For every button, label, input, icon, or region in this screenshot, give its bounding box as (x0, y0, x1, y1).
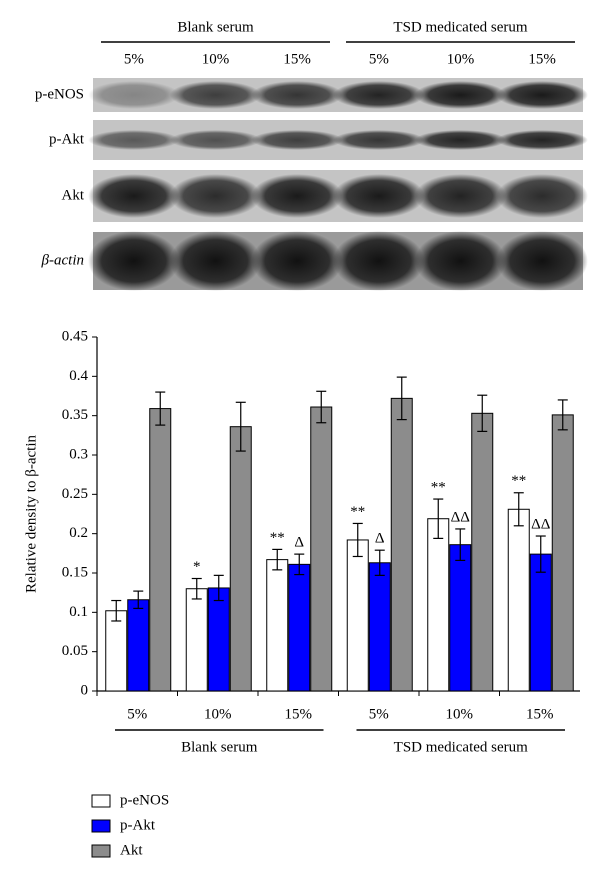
bar (507, 508, 530, 692)
y-tick-label: 0.45 (62, 328, 88, 344)
x-tick-label: 5% (127, 706, 147, 722)
y-tick-label: 0.4 (69, 368, 88, 384)
bar (551, 414, 574, 692)
significance-mark: ΔΔ (451, 509, 471, 525)
blot-band (251, 81, 343, 109)
blot-band (88, 130, 180, 150)
legend-swatch (91, 819, 111, 833)
bar (390, 397, 413, 692)
significance-mark: ** (511, 473, 526, 489)
x-tick-label: 5% (369, 706, 389, 722)
blot-band (414, 231, 507, 291)
blot-row-label: Akt (62, 187, 85, 203)
y-tick-label: 0.05 (62, 643, 88, 659)
bar (471, 412, 494, 692)
bar (449, 544, 472, 692)
significance-mark: ** (270, 530, 285, 546)
blot-lane-label: 10% (447, 51, 475, 67)
blot-band (333, 81, 425, 109)
blot-group-label: Blank serum (177, 19, 254, 35)
blot-band (169, 231, 262, 291)
bar (427, 518, 450, 692)
group-label: TSD medicated serum (394, 739, 528, 755)
bar (368, 562, 391, 692)
blot-band (251, 231, 343, 291)
blot-group-label: TSD medicated serum (393, 19, 527, 35)
significance-mark: * (193, 559, 201, 575)
blot-lane-label: 15% (283, 51, 311, 67)
blot-row-label: p-eNOS (35, 86, 84, 102)
blot-band (88, 231, 180, 291)
y-tick-label: 0.15 (62, 564, 88, 580)
blot-band (333, 130, 425, 150)
bar (207, 587, 230, 692)
bar (127, 599, 150, 692)
y-tick-label: 0 (81, 682, 89, 698)
blot-band (496, 81, 588, 109)
legend-swatch (91, 794, 111, 808)
blot-lane-label: 5% (124, 51, 144, 67)
y-axis-label: Relative density to β-actin (23, 435, 39, 594)
bar (229, 426, 252, 692)
bar (105, 610, 128, 692)
blot-band (251, 130, 343, 150)
significance-mark: ** (431, 479, 446, 495)
blot-band (496, 130, 588, 150)
y-tick-label: 0.1 (69, 604, 88, 620)
blot-band (414, 81, 507, 109)
blot-band (333, 174, 425, 218)
bar (310, 406, 333, 692)
blot-band (88, 81, 180, 109)
x-tick-label: 15% (285, 706, 313, 722)
bar (288, 563, 311, 692)
bar (529, 553, 552, 692)
bar (346, 539, 369, 692)
bar (266, 559, 289, 692)
blot-row-label: β-actin (41, 252, 84, 268)
significance-mark: ** (350, 504, 365, 520)
group-label: Blank serum (181, 739, 258, 755)
y-tick-label: 0.35 (62, 407, 88, 423)
blot-band (496, 231, 588, 291)
y-tick-label: 0.3 (69, 446, 88, 462)
y-tick-label: 0.25 (62, 486, 88, 502)
legend-label: Akt (120, 842, 143, 858)
significance-mark: Δ (294, 535, 304, 551)
blot-lane-label: 5% (369, 51, 389, 67)
blot-band (169, 174, 262, 218)
legend-label: p-Akt (120, 817, 156, 833)
x-tick-label: 10% (446, 706, 474, 722)
x-tick-label: 10% (204, 706, 232, 722)
bar (149, 408, 172, 692)
blot-lane-label: 15% (528, 51, 556, 67)
blot-row-label: p-Akt (49, 131, 85, 147)
legend-label: p-eNOS (120, 792, 169, 808)
blot-band (414, 174, 507, 218)
blot-band (333, 231, 425, 291)
significance-mark: ΔΔ (531, 516, 551, 532)
blot-band (169, 130, 262, 150)
significance-mark: Δ (375, 531, 385, 547)
legend-swatch (91, 844, 111, 858)
y-tick-label: 0.2 (69, 525, 88, 541)
x-tick-label: 15% (526, 706, 554, 722)
blot-band (414, 130, 507, 150)
blot-lane-label: 10% (202, 51, 230, 67)
blot-band (251, 174, 343, 218)
blot-band (169, 81, 262, 109)
bar (185, 588, 208, 692)
blot-band (496, 174, 588, 218)
blot-band (88, 174, 180, 218)
